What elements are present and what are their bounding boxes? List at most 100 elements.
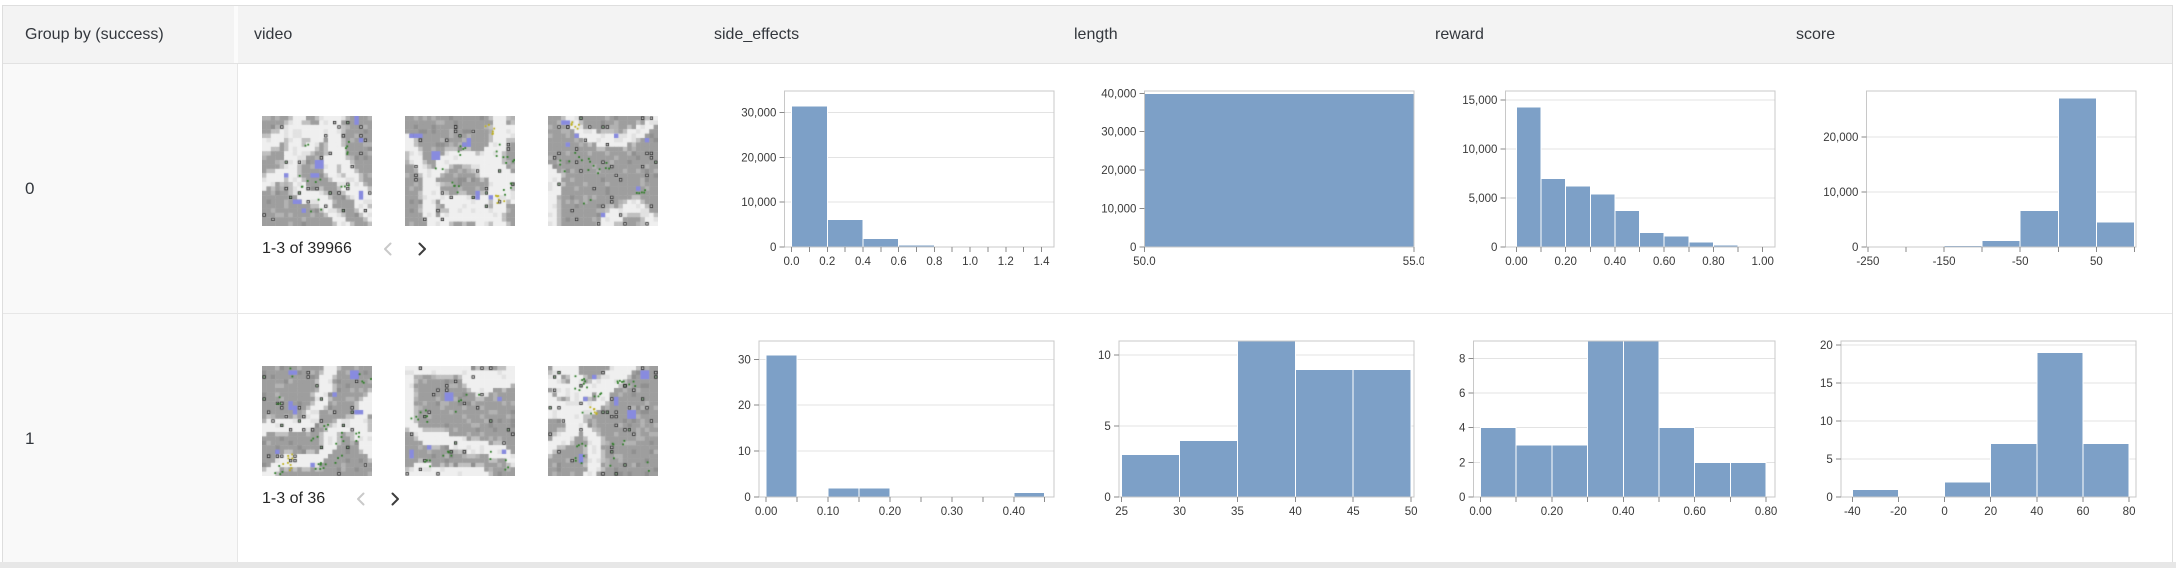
svg-text:0: 0	[1852, 242, 1858, 254]
svg-text:20,000: 20,000	[741, 152, 776, 164]
svg-text:10,000: 10,000	[1823, 187, 1858, 199]
column-header-side_effects[interactable]: side_effects	[704, 6, 1064, 63]
svg-text:0.20: 0.20	[1555, 256, 1577, 268]
chevron-right-icon[interactable]	[383, 487, 407, 511]
svg-text:20: 20	[1984, 506, 1997, 518]
histogram-plot: 0 5 10 25 30 35 40 45 50	[1098, 340, 1418, 518]
svg-text:0.80: 0.80	[1702, 256, 1724, 268]
column-header-reward-label: reward	[1435, 25, 1484, 43]
svg-text:0.4: 0.4	[855, 256, 872, 268]
svg-text:10: 10	[1820, 416, 1833, 428]
svg-text:-40: -40	[1844, 506, 1861, 518]
svg-text:-50: -50	[2012, 256, 2029, 268]
svg-text:-20: -20	[1890, 506, 1907, 518]
column-header-video-label: video	[254, 25, 293, 43]
pagination-label: 1-3 of 36	[262, 490, 326, 507]
svg-text:4: 4	[1459, 423, 1466, 435]
column-header-group[interactable]: Group by (success)	[3, 6, 238, 63]
column-header-score[interactable]: score	[1786, 6, 2172, 63]
svg-text:20: 20	[738, 400, 751, 412]
svg-text:0: 0	[744, 492, 750, 504]
svg-text:0.2: 0.2	[819, 256, 835, 268]
histogram-plot: 0 10,000 20,000 -250 -150 -50 50	[1823, 90, 2137, 268]
svg-text:2: 2	[1459, 457, 1465, 469]
score-histogram[interactable]: 0 5 10 15 20 -40 -20 0 20 40 60 80	[1790, 314, 2172, 563]
svg-text:15,000: 15,000	[1462, 95, 1497, 107]
page-bottom-edge	[0, 562, 2176, 568]
score-histogram[interactable]: 0 10,000 20,000 -250 -150 -50 50	[1790, 64, 2172, 313]
svg-text:0.40: 0.40	[1612, 506, 1634, 518]
svg-text:0.40: 0.40	[1604, 256, 1626, 268]
svg-text:10: 10	[738, 446, 751, 458]
histogram-plot: 0 10,000 20,000 30,000 0.0 0.2 0.4 0.6 0.8 1.0 1.2…	[741, 90, 1055, 268]
svg-text:40: 40	[1289, 506, 1302, 518]
video-thumbnail[interactable]	[548, 366, 658, 476]
svg-text:0.6: 0.6	[891, 256, 907, 268]
svg-text:0.40: 0.40	[1003, 506, 1025, 518]
svg-text:5,000: 5,000	[1469, 193, 1498, 205]
side_effects-histogram[interactable]: 0 10 20 30 0.00 0.10 0.20 0.30 0.40	[708, 314, 1068, 563]
table-body: 0 1-3 of 39966 0 10,000 20,000 30,000 0.0 0.2…	[3, 64, 2172, 563]
svg-text:30: 30	[1173, 506, 1186, 518]
video-pagination: 1-3 of 39966	[262, 235, 708, 263]
svg-text:20: 20	[1820, 340, 1833, 352]
reward-histogram[interactable]: 0 2 4 6 8 0.00 0.20 0.40 0.60 0.80	[1429, 314, 1790, 563]
group-label: 1	[25, 428, 35, 448]
svg-text:1.0: 1.0	[962, 256, 978, 268]
group-value-cell: 0	[3, 64, 238, 313]
svg-text:0: 0	[770, 242, 776, 254]
svg-text:35: 35	[1231, 506, 1244, 518]
runs-table: Group by (success) video side_effects le…	[2, 5, 2173, 564]
video-thumbnail[interactable]	[262, 366, 372, 476]
histogram-plot: 0 5 10 15 20 -40 -20 0 20 40 60 80	[1820, 340, 2137, 518]
group-value-cell: 1	[3, 314, 238, 563]
svg-text:50: 50	[1405, 506, 1418, 518]
svg-text:6: 6	[1459, 388, 1465, 400]
svg-text:0.8: 0.8	[926, 256, 942, 268]
svg-text:10,000: 10,000	[741, 197, 776, 209]
column-header-length[interactable]: length	[1064, 6, 1425, 63]
reward-histogram[interactable]: 0 5,000 10,000 15,000 0.00 0.20 0.40 0.60 0.80 1.…	[1429, 64, 1790, 313]
video-thumbnail[interactable]	[262, 116, 372, 226]
side_effects-histogram[interactable]: 0 10,000 20,000 30,000 0.0 0.2 0.4 0.6 0.8 1.0 1.2…	[708, 64, 1068, 313]
svg-text:30,000: 30,000	[1101, 127, 1136, 139]
svg-text:10,000: 10,000	[1462, 144, 1497, 156]
svg-text:10: 10	[1098, 350, 1111, 362]
svg-text:30,000: 30,000	[741, 108, 776, 120]
svg-text:0.0: 0.0	[784, 256, 800, 268]
table-row: 1 1-3 of 36 0 10 20 30 0.00 0.10 0.20 0.30 0.40 0…	[3, 313, 2172, 563]
svg-text:5: 5	[1826, 454, 1832, 466]
svg-text:0: 0	[1491, 242, 1497, 254]
svg-text:-150: -150	[1933, 256, 1956, 268]
svg-text:1.4: 1.4	[1034, 256, 1051, 268]
svg-text:55.0: 55.0	[1403, 256, 1424, 268]
column-header-reward[interactable]: reward	[1425, 6, 1786, 63]
video-thumbnail[interactable]	[548, 116, 658, 226]
video-thumbnail[interactable]	[405, 366, 515, 476]
chevron-left-icon[interactable]	[349, 487, 373, 511]
svg-text:60: 60	[2077, 506, 2090, 518]
svg-text:50.0: 50.0	[1133, 256, 1155, 268]
svg-text:1.00: 1.00	[1751, 256, 1773, 268]
svg-text:0: 0	[1104, 492, 1110, 504]
chevron-left-icon[interactable]	[376, 237, 400, 261]
svg-text:0.10: 0.10	[817, 506, 839, 518]
video-cell: 1-3 of 36	[238, 314, 708, 563]
length-histogram[interactable]: 0 5 10 25 30 35 40 45 50	[1068, 314, 1429, 563]
svg-text:0.60: 0.60	[1653, 256, 1675, 268]
column-header-length-label: length	[1074, 25, 1118, 43]
histogram-plot: 0 10 20 30 0.00 0.10 0.20 0.30 0.40	[738, 340, 1055, 518]
svg-text:0: 0	[1459, 492, 1465, 504]
column-header-score-label: score	[1796, 25, 1836, 43]
svg-text:40: 40	[2030, 506, 2043, 518]
video-thumbnail[interactable]	[405, 116, 515, 226]
table-header: Group by (success) video side_effects le…	[3, 6, 2172, 64]
column-header-video[interactable]: video	[238, 6, 704, 63]
svg-text:20,000: 20,000	[1101, 165, 1136, 177]
chevron-right-icon[interactable]	[410, 237, 434, 261]
histogram-plot: 0 5,000 10,000 15,000 0.00 0.20 0.40 0.60 0.80 1.…	[1462, 90, 1776, 268]
svg-text:0.30: 0.30	[941, 506, 963, 518]
length-histogram[interactable]: 0 10,000 20,000 30,000 40,000 50.0 55.0	[1068, 64, 1429, 313]
table-row: 0 1-3 of 39966 0 10,000 20,000 30,000 0.0 0.2…	[3, 64, 2172, 313]
